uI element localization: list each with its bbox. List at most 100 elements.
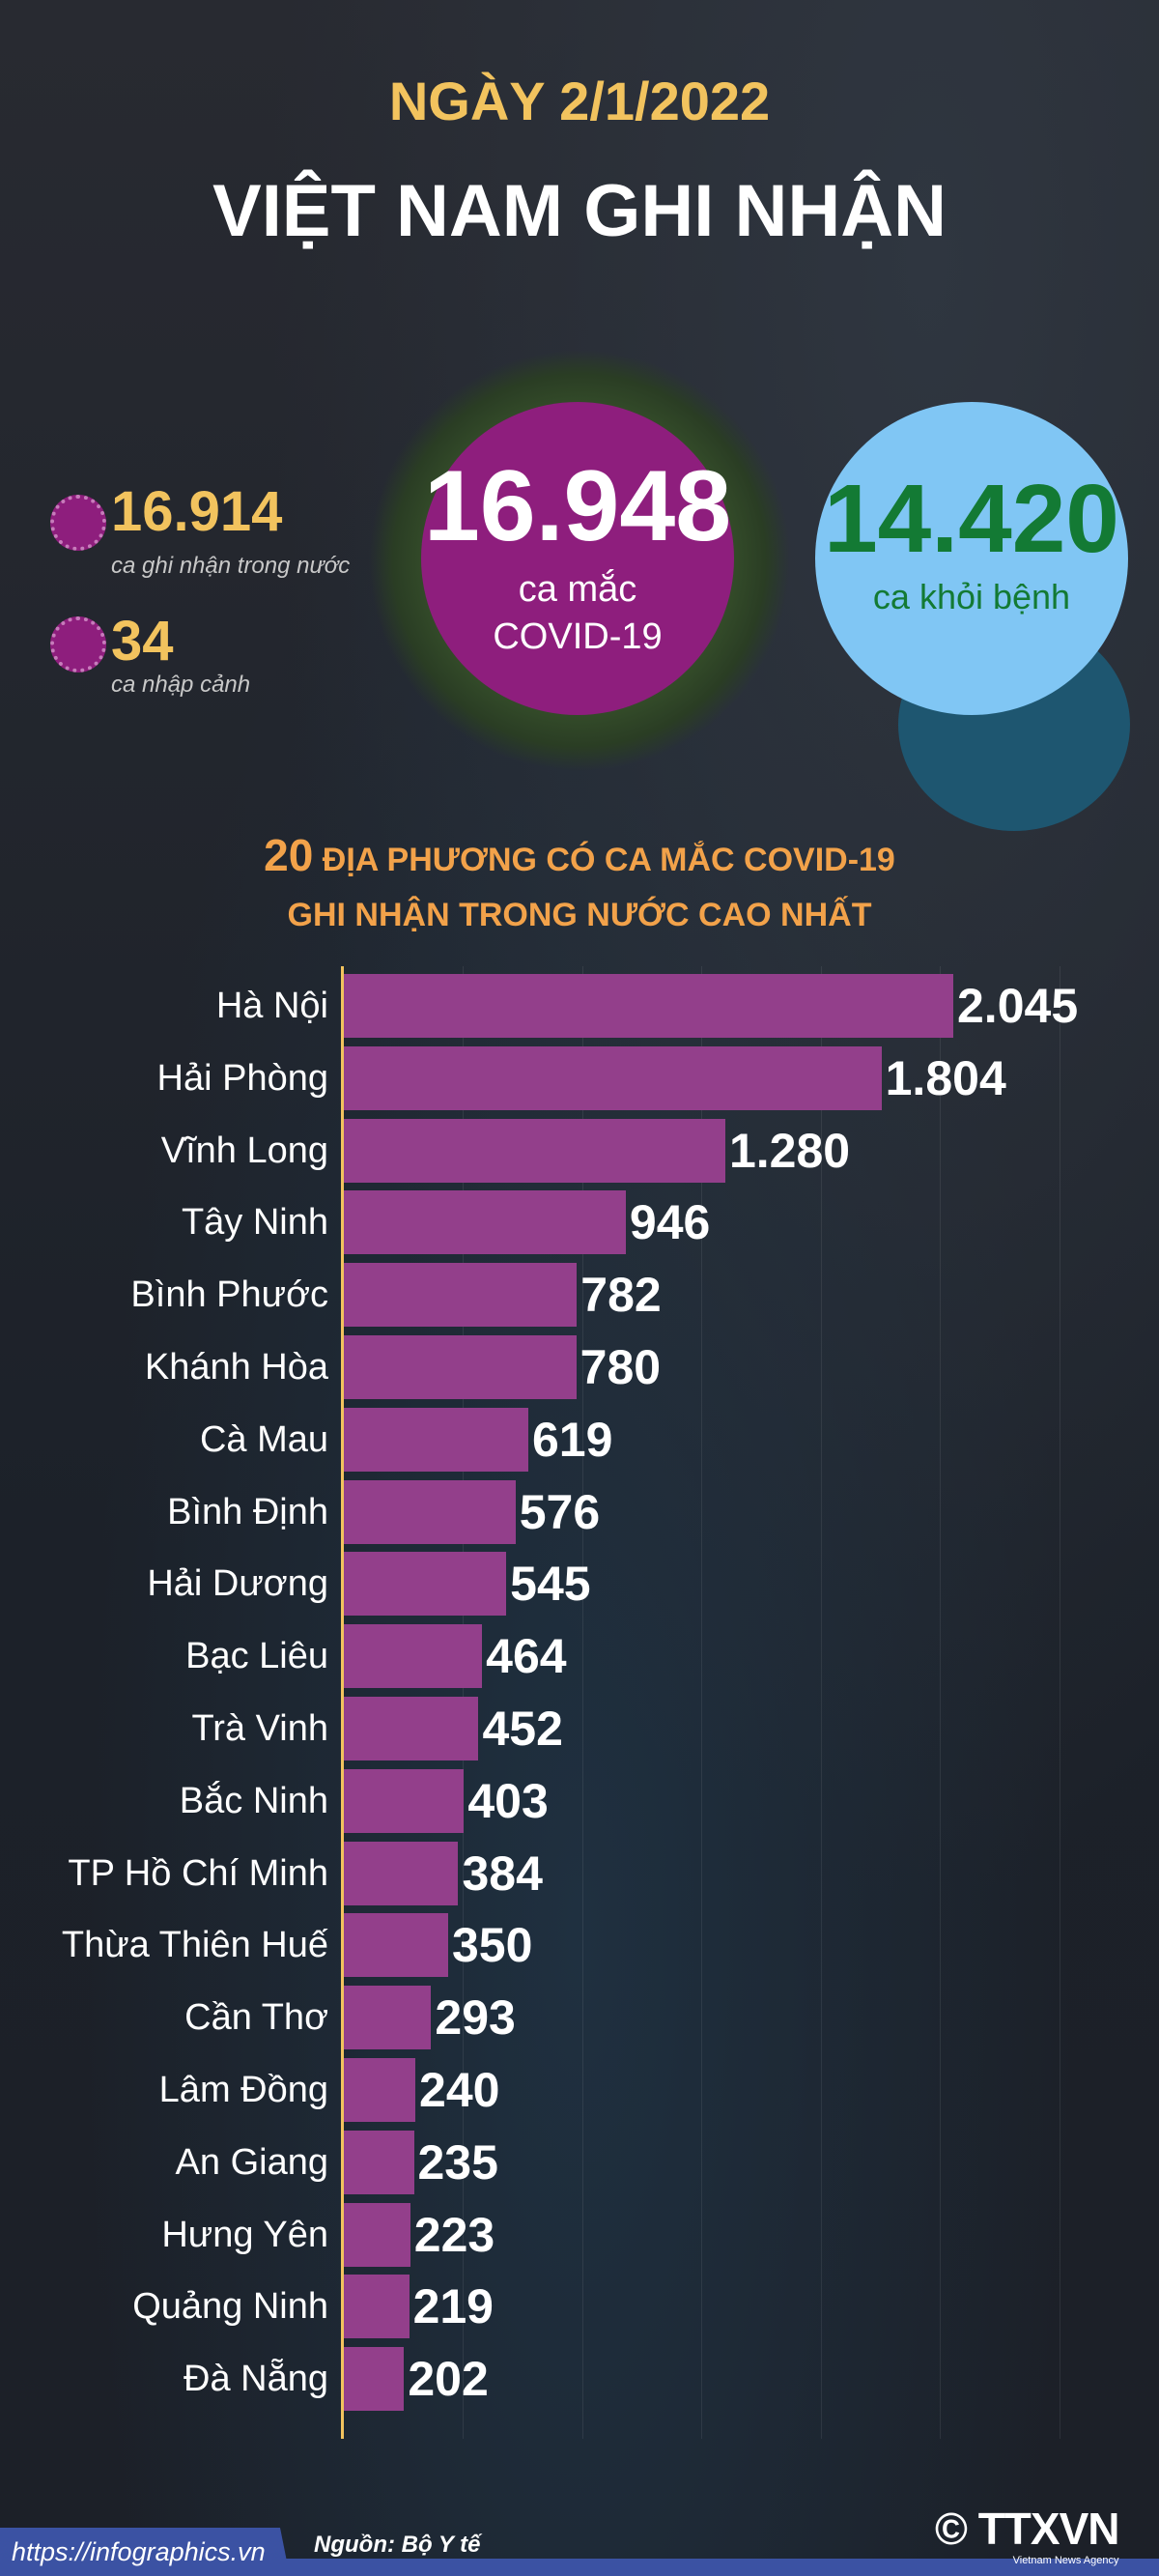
domestic-label: ca ghi nhận trong nước (111, 553, 351, 579)
bar (344, 2202, 410, 2267)
source-note: Nguồn: Bộ Y tế (314, 2532, 481, 2558)
bar (344, 1552, 507, 1617)
total-cases-circle: 16.948 ca mắc COVID-19 (421, 402, 734, 715)
recovered-value: 14.420 (824, 465, 1119, 573)
bar (344, 2275, 410, 2339)
total-cases-label-1: ca mắc (518, 568, 637, 610)
bar (344, 1768, 465, 1833)
bar-row: TP Hồ Chí Minh 384 (0, 1841, 1159, 1905)
bar-row: Thừa Thiên Huế 350 (0, 1913, 1159, 1978)
bar-row: Lâm Đồng 240 (0, 2058, 1159, 2122)
virus-icon (50, 616, 106, 673)
bar (344, 2058, 416, 2122)
bar (344, 1045, 882, 1110)
logo-text: TTXVN (977, 2504, 1120, 2554)
value-label: 780 (580, 1340, 662, 1394)
category-label: Hải Dương (147, 1563, 328, 1605)
value-label: 350 (451, 1918, 533, 1973)
bar (344, 974, 953, 1038)
bar-row: An Giang 235 (0, 2130, 1159, 2194)
bar-row: Đà Nẵng 202 (0, 2347, 1159, 2412)
footer-bar (0, 2559, 1159, 2576)
value-label: 223 (413, 2207, 495, 2262)
bar-row: Hưng Yên 223 (0, 2202, 1159, 2267)
category-label: Tây Ninh (181, 1202, 328, 1244)
total-cases-label-2: COVID-19 (493, 616, 663, 657)
gridline (701, 966, 703, 2439)
logo-subtitle: Vietnam News Agency (1012, 2555, 1119, 2566)
category-label: Đà Nẵng (184, 2359, 328, 2400)
chart-title-number: 20 (264, 830, 314, 880)
total-cases-value: 16.948 (423, 449, 732, 562)
value-label: 219 (412, 2279, 494, 2334)
bar-row: Khánh Hòa 780 (0, 1335, 1159, 1399)
category-label: Trà Vinh (191, 1708, 328, 1749)
value-label: 782 (580, 1268, 662, 1323)
recovered-label: ca khỏi bệnh (872, 577, 1071, 616)
bar (344, 1407, 528, 1472)
bar (344, 1335, 577, 1399)
category-label: Hà Nội (215, 986, 328, 1026)
bar-row: Hà Nội 2.045 (0, 974, 1159, 1038)
virus-icon (50, 495, 106, 551)
y-axis-line (341, 966, 344, 2439)
imported-count: 34 (111, 610, 174, 673)
bar (344, 1118, 725, 1183)
value-label: 240 (419, 2063, 500, 2117)
website-link[interactable]: https://infographics.vn (12, 2537, 266, 2566)
gridline (581, 966, 583, 2439)
bar-row: Trà Vinh 452 (0, 1697, 1159, 1760)
bar (344, 2130, 414, 2194)
bar-row: Bình Phước 782 (0, 1263, 1159, 1328)
chart-title-line1: 20 ĐỊA PHƯƠNG CÓ CA MẮC COVID-19 (0, 829, 1159, 881)
page-title: VIỆT NAM GHI NHẬN (212, 170, 947, 252)
chart-title-line2: GHI NHẬN TRONG NƯỚC CAO NHẤT (287, 897, 872, 933)
bar (344, 1263, 578, 1328)
bar-row: Hải Dương 545 (0, 1552, 1159, 1617)
date-heading: NGÀY 2/1/2022 (388, 71, 771, 131)
category-label: Khánh Hòa (144, 1347, 328, 1388)
bar-row: Cà Mau 619 (0, 1407, 1159, 1472)
category-label: Lâm Đồng (158, 2070, 328, 2110)
bar-row: Vĩnh Long 1.280 (0, 1118, 1159, 1183)
category-label: TP Hồ Chí Minh (68, 1852, 328, 1894)
category-label: Hưng Yên (161, 2214, 328, 2255)
category-label: Bắc Ninh (179, 1780, 328, 1821)
value-label: 1.280 (728, 1123, 851, 1178)
domestic-count: 16.914 (111, 480, 283, 543)
category-label: Bạc Liêu (185, 1636, 328, 1677)
category-label: Quảng Ninh (132, 2286, 328, 2328)
bar-row: Tây Ninh 946 (0, 1190, 1159, 1255)
value-label: 293 (435, 1990, 516, 2046)
value-label: 619 (531, 1412, 613, 1467)
value-label: 452 (482, 1702, 563, 1756)
imported-label: ca nhập cảnh (111, 672, 251, 698)
bar-row: Hải Phòng 1.804 (0, 1045, 1159, 1110)
category-label: Cà Mau (199, 1418, 328, 1460)
value-label: 576 (519, 1484, 601, 1539)
bar (344, 1841, 459, 1905)
value-label: 545 (510, 1557, 591, 1612)
bar (344, 1986, 432, 2050)
bar-row: Bắc Ninh 403 (0, 1768, 1159, 1833)
gridline (940, 966, 942, 2439)
bar-row: Bình Định 576 (0, 1479, 1159, 1544)
category-label: Bình Định (167, 1491, 328, 1532)
category-label: An Giang (175, 2141, 328, 2183)
value-label: 403 (467, 1773, 549, 1828)
category-label: Vĩnh Long (160, 1130, 328, 1171)
value-label: 1.804 (885, 1050, 1006, 1105)
category-label: Thừa Thiên Huế (61, 1925, 328, 1966)
value-label: 464 (486, 1629, 567, 1684)
bar-row: Quảng Ninh 219 (0, 2275, 1159, 2339)
bar (344, 1913, 448, 1978)
value-label: 2.045 (957, 979, 1079, 1033)
category-label: Hải Phòng (156, 1057, 328, 1099)
bar (344, 1697, 479, 1760)
gridline (820, 966, 822, 2439)
value-label: 202 (408, 2352, 489, 2407)
chart-title-text: ĐỊA PHƯƠNG CÓ CA MẮC COVID-19 (313, 842, 895, 878)
bar (344, 1190, 626, 1255)
recovered-circle: 14.420 ca khỏi bệnh (815, 402, 1128, 715)
bar (344, 1624, 483, 1689)
